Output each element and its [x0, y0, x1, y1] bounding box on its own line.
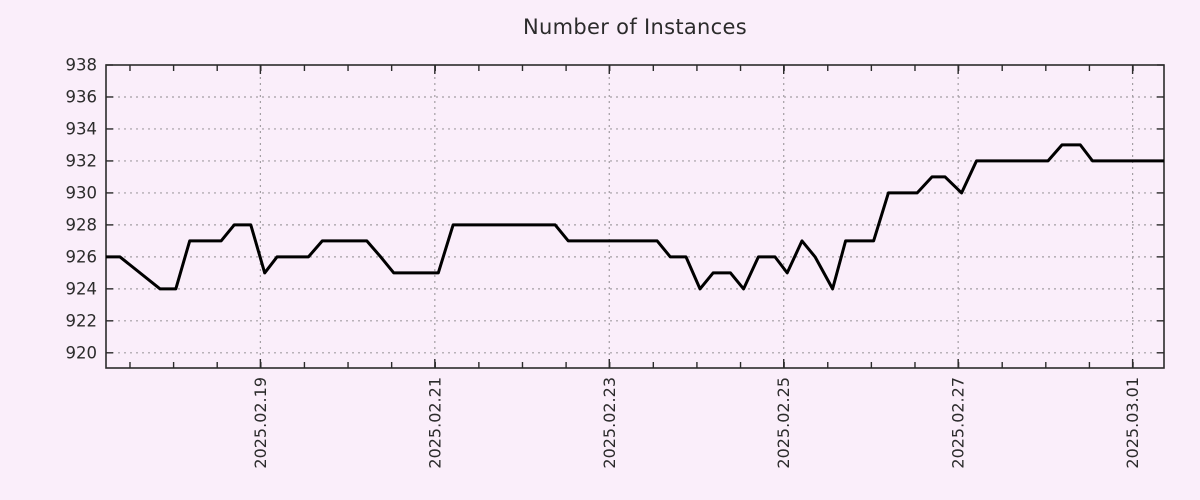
x-tick-label: 2025.02.21 [425, 377, 444, 469]
y-tick-label: 928 [66, 215, 98, 234]
y-tick-label: 936 [66, 87, 98, 106]
y-tick-label: 930 [66, 183, 98, 202]
x-tick-label: 2025.02.27 [949, 377, 968, 469]
chart-title: Number of Instances [523, 15, 747, 39]
y-tick-label: 926 [66, 247, 98, 266]
plot-border [105, 64, 1165, 369]
x-tick-label: 2025.02.23 [600, 377, 619, 469]
y-tick-label: 920 [66, 343, 98, 362]
x-tick-label: 2025.02.19 [251, 377, 270, 469]
y-tick-label: 938 [66, 56, 98, 75]
series-line-instances [106, 143, 1164, 291]
x-tick-label: 2025.03.01 [1123, 377, 1142, 469]
y-tick-label: 932 [66, 151, 98, 170]
y-tick-label: 934 [66, 119, 98, 138]
y-tick-label: 924 [66, 279, 98, 298]
x-tick-label: 2025.02.25 [774, 377, 793, 469]
y-tick-label: 922 [66, 311, 98, 330]
